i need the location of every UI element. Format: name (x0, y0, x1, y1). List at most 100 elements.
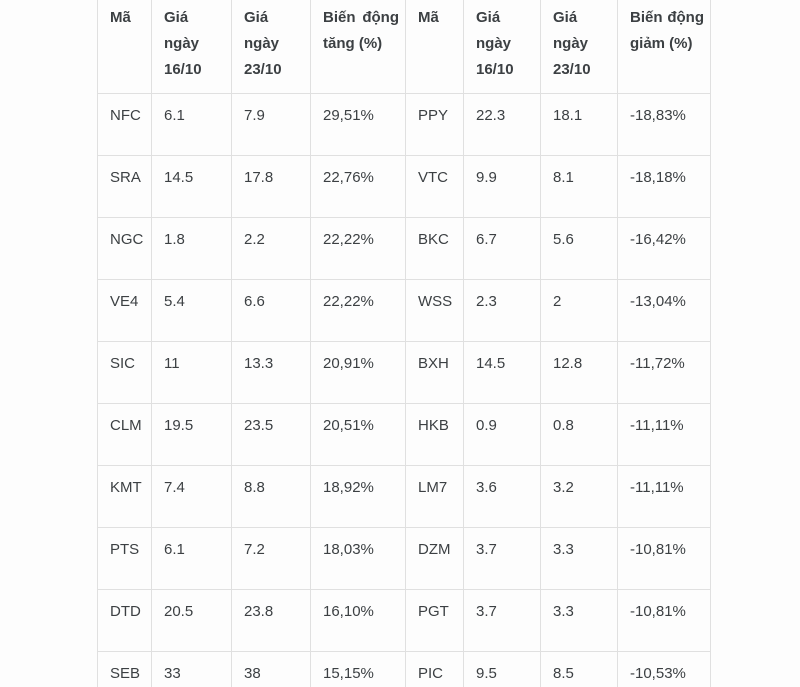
price-cell: 3.7 (463, 526, 541, 590)
ticker-cell: BXH (405, 340, 464, 404)
price-cell: 2 (540, 278, 618, 342)
change-percent-cell: 22,76% (310, 154, 406, 218)
change-percent-cell: -11,11% (617, 402, 711, 466)
price-cell: 23.5 (231, 402, 311, 466)
column-header: Giá ngày 23/10 (231, 0, 311, 94)
table-row: SIC 11 13.3 20,91% BXH 14.5 12.8 -11,72% (97, 340, 711, 404)
ticker-cell: VTC (405, 154, 464, 218)
table-row: PTS 6.1 7.2 18,03% DZM 3.7 3.3 -10,81% (97, 526, 711, 590)
ticker-cell: NFC (97, 92, 152, 156)
price-cell: 3.2 (540, 464, 618, 528)
change-percent-cell: -11,11% (617, 464, 711, 528)
price-cell: 18.1 (540, 92, 618, 156)
price-cell: 9.9 (463, 154, 541, 218)
price-cell: 23.8 (231, 588, 311, 652)
change-percent-cell: 16,10% (310, 588, 406, 652)
price-cell: 22.3 (463, 92, 541, 156)
change-percent-cell: -10,81% (617, 588, 711, 652)
ticker-cell: HKB (405, 402, 464, 466)
table-row: KMT 7.4 8.8 18,92% LM7 3.6 3.2 -11,11% (97, 464, 711, 528)
ticker-cell: PTS (97, 526, 152, 590)
price-cell: 3.3 (540, 588, 618, 652)
change-percent-cell: 20,51% (310, 402, 406, 466)
change-percent-cell: -11,72% (617, 340, 711, 404)
ticker-cell: KMT (97, 464, 152, 528)
header-row: Mã Giá ngày 16/10 Giá ngày 23/10 Biến động … (97, 0, 711, 94)
table-row: CLM 19.5 23.5 20,51% HKB 0.9 0.8 -11,11% (97, 402, 711, 466)
price-cell: 8.1 (540, 154, 618, 218)
price-cell: 8.8 (231, 464, 311, 528)
ticker-cell: PIC (405, 650, 464, 687)
price-cell: 6.1 (151, 526, 232, 590)
ticker-cell: LM7 (405, 464, 464, 528)
change-percent-cell: 18,92% (310, 464, 406, 528)
price-cell: 0.8 (540, 402, 618, 466)
change-percent-cell: -18,83% (617, 92, 711, 156)
price-cell: 7.2 (231, 526, 311, 590)
stock-price-change-table: Mã Giá ngày 16/10 Giá ngày 23/10 Biến động … (97, 0, 711, 687)
ticker-cell: SRA (97, 154, 152, 218)
table-header: Mã Giá ngày 16/10 Giá ngày 23/10 Biến động … (97, 0, 711, 94)
price-cell: 2.2 (231, 216, 311, 280)
column-header: Biến động tăng (%) (310, 0, 406, 94)
price-cell: 12.8 (540, 340, 618, 404)
change-percent-cell: -10,81% (617, 526, 711, 590)
table-body: NFC 6.1 7.9 29,51% PPY 22.3 18.1 -18,83% SRA 14.5… (97, 92, 711, 687)
price-cell: 14.5 (151, 154, 232, 218)
change-percent-cell: 22,22% (310, 216, 406, 280)
price-cell: 0.9 (463, 402, 541, 466)
change-percent-cell: 20,91% (310, 340, 406, 404)
change-percent-cell: 29,51% (310, 92, 406, 156)
change-percent-cell: 15,15% (310, 650, 406, 687)
table-row: DTD 20.5 23.8 16,10% PGT 3.7 3.3 -10,81% (97, 588, 711, 652)
ticker-cell: PGT (405, 588, 464, 652)
price-cell: 8.5 (540, 650, 618, 687)
table-row: SEB 33 38 15,15% PIC 9.5 8.5 -10,53% (97, 650, 711, 687)
price-cell: 9.5 (463, 650, 541, 687)
change-percent-cell: -13,04% (617, 278, 711, 342)
change-percent-cell: 22,22% (310, 278, 406, 342)
price-cell: 2.3 (463, 278, 541, 342)
ticker-cell: BKC (405, 216, 464, 280)
table-row: SRA 14.5 17.8 22,76% VTC 9.9 8.1 -18,18% (97, 154, 711, 218)
price-cell: 6.1 (151, 92, 232, 156)
price-cell: 6.7 (463, 216, 541, 280)
price-cell: 1.8 (151, 216, 232, 280)
column-header: Giá ngày 16/10 (151, 0, 232, 94)
price-cell: 11 (151, 340, 232, 404)
column-header: Giá ngày 16/10 (463, 0, 541, 94)
change-percent-cell: -18,18% (617, 154, 711, 218)
price-cell: 38 (231, 650, 311, 687)
table-row: NGC 1.8 2.2 22,22% BKC 6.7 5.6 -16,42% (97, 216, 711, 280)
price-cell: 5.4 (151, 278, 232, 342)
ticker-cell: NGC (97, 216, 152, 280)
price-cell: 20.5 (151, 588, 232, 652)
column-header: Mã (97, 0, 152, 94)
ticker-cell: DZM (405, 526, 464, 590)
ticker-cell: DTD (97, 588, 152, 652)
ticker-cell: WSS (405, 278, 464, 342)
ticker-cell: SEB (97, 650, 152, 687)
ticker-cell: VE4 (97, 278, 152, 342)
price-cell: 3.7 (463, 588, 541, 652)
price-cell: 3.6 (463, 464, 541, 528)
ticker-cell: PPY (405, 92, 464, 156)
ticker-cell: CLM (97, 402, 152, 466)
table-row: NFC 6.1 7.9 29,51% PPY 22.3 18.1 -18,83% (97, 92, 711, 156)
price-cell: 3.3 (540, 526, 618, 590)
column-header: Giá ngày 23/10 (540, 0, 618, 94)
change-percent-cell: 18,03% (310, 526, 406, 590)
price-cell: 7.4 (151, 464, 232, 528)
price-cell: 17.8 (231, 154, 311, 218)
table-row: VE4 5.4 6.6 22,22% WSS 2.3 2 -13,04% (97, 278, 711, 342)
change-percent-cell: -10,53% (617, 650, 711, 687)
change-percent-cell: -16,42% (617, 216, 711, 280)
price-cell: 6.6 (231, 278, 311, 342)
price-cell: 19.5 (151, 402, 232, 466)
price-cell: 13.3 (231, 340, 311, 404)
price-cell: 5.6 (540, 216, 618, 280)
price-cell: 14.5 (463, 340, 541, 404)
column-header: Mã (405, 0, 464, 94)
price-cell: 33 (151, 650, 232, 687)
